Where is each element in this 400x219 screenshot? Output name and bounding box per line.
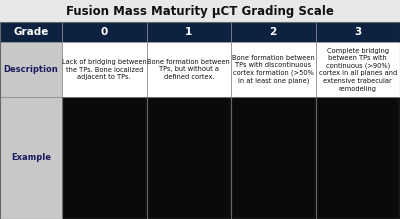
Bar — [146, 97, 231, 219]
Text: Bone formation between
TPs, but without a
defined cortex.: Bone formation between TPs, but without … — [147, 59, 230, 80]
Bar — [62, 42, 146, 97]
Text: Description: Description — [4, 65, 58, 74]
Bar — [316, 98, 399, 218]
Text: Fusion Mass Maturity μCT Grading Scale: Fusion Mass Maturity μCT Grading Scale — [66, 5, 334, 18]
Bar — [146, 22, 231, 42]
Bar — [231, 42, 316, 97]
Text: Bone formation between
TPs with discontinuous
cortex formation (>50%
in at least: Bone formation between TPs with disconti… — [232, 55, 315, 84]
Text: Grade: Grade — [13, 27, 49, 37]
Bar — [0, 97, 62, 219]
Bar — [0, 22, 400, 219]
Bar — [316, 22, 400, 42]
Bar — [0, 42, 62, 97]
Bar — [316, 97, 400, 219]
Bar — [148, 98, 230, 218]
Bar — [316, 42, 400, 97]
Bar — [232, 98, 314, 218]
Text: 1: 1 — [185, 27, 192, 37]
Bar — [62, 22, 146, 42]
Text: Lack of bridging between
the TPs. Bone localized
adjacent to TPs.: Lack of bridging between the TPs. Bone l… — [62, 59, 147, 80]
Bar — [231, 22, 316, 42]
Text: 2: 2 — [270, 27, 277, 37]
Bar — [63, 98, 146, 218]
Text: Complete bridging
between TPs with
continuous (>90%)
cortex in all planes and
ex: Complete bridging between TPs with conti… — [319, 48, 397, 92]
Text: Example: Example — [11, 154, 51, 162]
Bar — [62, 97, 146, 219]
Bar — [0, 22, 62, 42]
Bar — [146, 42, 231, 97]
Bar — [231, 97, 316, 219]
Text: 0: 0 — [101, 27, 108, 37]
Text: 3: 3 — [354, 27, 361, 37]
